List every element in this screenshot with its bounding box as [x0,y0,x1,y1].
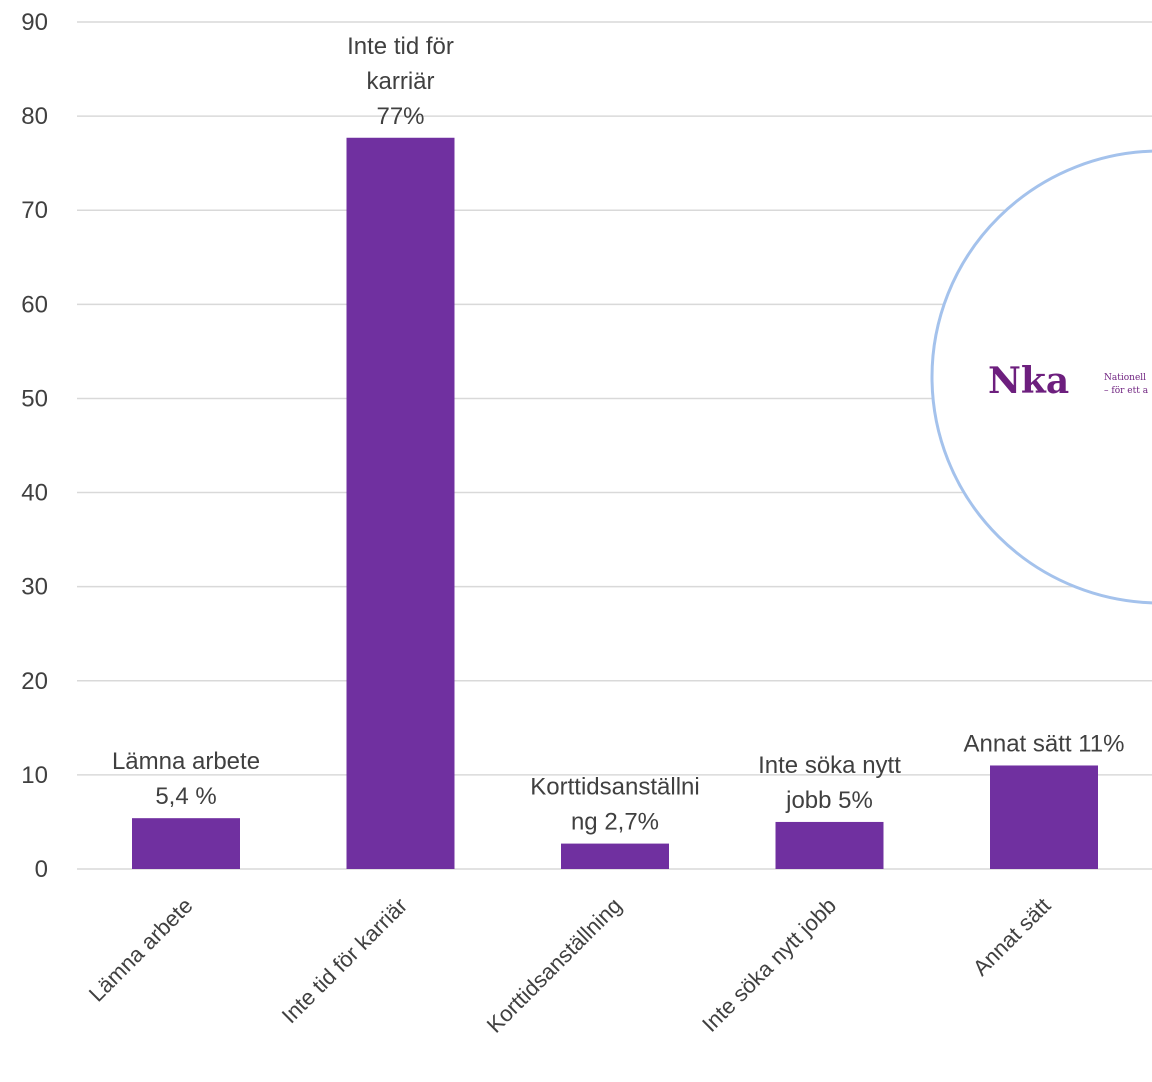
data-label-3-0: Inte söka nytt [758,752,901,779]
y-tick-label-0: 0 [35,856,48,883]
logo-text: Nka [988,360,1069,402]
x-category-label-2: Korttidsanställning [482,893,627,1038]
data-label-0-1: 5,4 % [155,783,216,810]
x-category-label-0: Lämna arbete [84,893,198,1007]
data-label-1-1: karriär [366,68,434,95]
y-tick-label-10: 10 [21,762,48,789]
y-tick-label-70: 70 [21,197,48,224]
y-tick-label-80: 80 [21,103,48,130]
data-label-1-0: Inte tid för [347,33,454,60]
y-tick-label-30: 30 [21,574,48,601]
logo-subtext-1: Nationell [1104,373,1146,383]
logo-overlay: Nka Nationell – för ett a [930,149,1152,605]
bar-4 [990,765,1098,869]
gridlines [77,21,1152,870]
y-tick-label-90: 90 [21,9,48,36]
data-label-2-1: ng 2,7% [571,809,659,836]
x-category-label-1: Inte tid för karriär [277,893,412,1028]
y-tick-label-40: 40 [21,480,48,507]
logo-circle [930,149,1152,605]
data-label-2-0: Korttidsanställni [530,774,699,801]
data-label-3-1: jobb 5% [785,787,873,814]
y-tick-label-50: 50 [21,385,48,412]
x-category-label-4: Annat sätt [968,893,1056,981]
x-axis-categories: Lämna arbete Inte tid för karriär Korttids… [84,893,1056,1038]
data-label-1-2: 77% [376,103,424,130]
data-label-0-0: Lämna arbete [112,748,260,775]
data-label-4-0: Annat sätt 11% [964,730,1125,757]
bar-0 [132,818,240,869]
y-tick-label-60: 60 [21,291,48,318]
bar-3 [775,821,884,869]
bar-2 [561,843,669,869]
bars [132,137,1098,870]
x-category-label-3: Inte söka nytt jobb [697,893,841,1037]
logo-subtext-2: – för ett a [1104,386,1149,396]
data-labels: Lämna arbete 5,4 % Inte tid för karriär 77% K… [112,33,1125,836]
bar-1 [346,137,455,870]
y-tick-label-20: 20 [21,668,48,695]
y-axis-ticks: 0 10 20 30 40 50 60 70 80 90 [21,9,48,883]
